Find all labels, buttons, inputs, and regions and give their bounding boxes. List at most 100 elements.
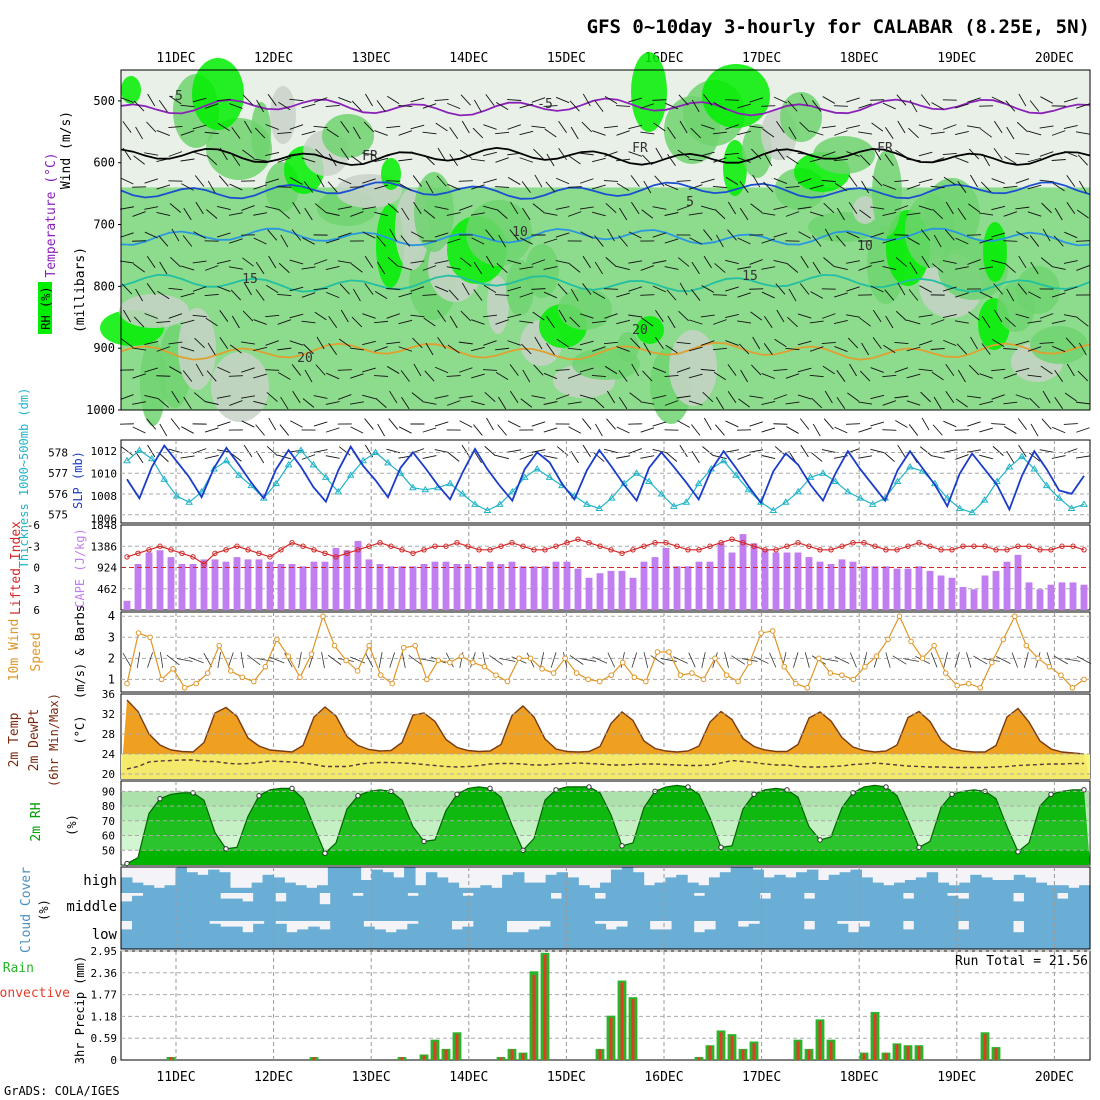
- wind-barb: [531, 449, 546, 453]
- cloud-middle-bar: [550, 898, 563, 921]
- wind-barb: [132, 211, 146, 217]
- cape-bar: [387, 566, 395, 610]
- wind-barb: [640, 131, 655, 135]
- wind-barb: [1039, 151, 1054, 157]
- cloud-high-bar: [741, 867, 754, 893]
- thickness-axis-label: Thickness 1000~500mb (dm): [17, 388, 31, 569]
- lifted-tick-label: 0: [33, 562, 40, 575]
- cloud-low-bar: [759, 921, 772, 949]
- wind-barb: [809, 184, 824, 190]
- wind-barb: [325, 455, 340, 459]
- precip-convective-bar: [532, 975, 536, 1060]
- top-date-label: 15DEC: [547, 51, 586, 66]
- wind-barb: [604, 313, 618, 319]
- wind-barb: [993, 283, 1004, 295]
- lifted-index-point: [564, 540, 570, 546]
- wind-barb: [751, 364, 762, 376]
- isotherm-label: 15: [242, 272, 258, 287]
- wind-barb: [204, 455, 219, 459]
- wind-barb: [244, 282, 252, 296]
- wind-barb: [230, 452, 242, 462]
- wind-barb: [472, 127, 484, 139]
- thickness-point: [968, 508, 977, 516]
- wind-barb: [724, 99, 740, 101]
- cloud-high-bar: [806, 869, 819, 893]
- cloud-middle-bar: [154, 893, 166, 921]
- wind-barb: [521, 181, 531, 193]
- wind-barb: [531, 288, 546, 290]
- wind-barb: [277, 293, 292, 297]
- wind-barb: [701, 285, 715, 293]
- wind-barb: [1027, 320, 1042, 324]
- wind-barb: [543, 372, 558, 380]
- wind-barb: [180, 104, 195, 108]
- wind-barb: [871, 122, 884, 132]
- thickness-point: [384, 458, 392, 466]
- lifted-tick-label: -6: [27, 519, 40, 532]
- cloud-high-bar: [752, 869, 764, 893]
- wind-barb: [231, 153, 241, 167]
- wind-barb: [797, 206, 812, 210]
- wind-barb: [930, 455, 945, 459]
- thickness-point: [1017, 452, 1026, 460]
- wind-barb: [666, 289, 677, 301]
- thickness-point: [1042, 481, 1051, 489]
- cloud-middle-bar: [847, 893, 860, 921]
- wind-barb: [1016, 231, 1029, 239]
- wind-barb: [386, 341, 401, 345]
- cape-bar: [442, 561, 450, 610]
- wind-barb: [471, 184, 485, 190]
- isotherm-line: [120, 273, 1091, 293]
- thickness-tick-label: 575: [48, 509, 68, 522]
- cloud-middle-bar: [1045, 893, 1058, 921]
- wind-barb: [531, 125, 546, 129]
- wind-barb: [1015, 206, 1030, 210]
- wind-barb: [132, 401, 147, 405]
- wind-barb: [991, 205, 1006, 211]
- precip-convective-bar: [708, 1045, 712, 1060]
- cloud-middle-bar: [737, 893, 750, 921]
- wind-barb: [546, 153, 555, 167]
- wind-barb: [156, 184, 171, 190]
- wind-barb: [1042, 390, 1051, 404]
- wind-barb: [1040, 96, 1053, 104]
- wind-barb: [652, 232, 667, 238]
- thickness-point: [657, 489, 666, 497]
- wind-barb: [761, 427, 776, 433]
- cloud-middle-bar: [1067, 893, 1080, 921]
- lifted-index-point: [498, 543, 504, 549]
- cloud-low-bar: [935, 921, 948, 949]
- thickness-point: [819, 469, 827, 476]
- wind-barb: [483, 124, 497, 130]
- wind-barb: [133, 263, 146, 273]
- cloud-high-bar: [306, 887, 318, 893]
- wind-barb: [168, 126, 183, 128]
- wind-barb: [678, 310, 689, 322]
- cloud-high-bar: [894, 882, 906, 893]
- wind-barb: [870, 367, 884, 373]
- wind-barb: [592, 184, 606, 190]
- wind-barb: [570, 126, 579, 140]
- wind-speed-point: [1058, 672, 1064, 678]
- wind-barb: [484, 391, 496, 403]
- wind-barb: [374, 211, 389, 217]
- cape-bar: [794, 552, 802, 610]
- cape-bar: [651, 557, 659, 610]
- wind-barb: [859, 209, 871, 219]
- wind-barb: [679, 120, 688, 134]
- wind-barb: [846, 124, 860, 130]
- cloud-high-bar: [131, 882, 144, 893]
- cloud-middle-bar: [748, 893, 761, 921]
- wind-barb: [991, 338, 1005, 348]
- wind-barb: [897, 120, 906, 134]
- cloud-middle-bar: [242, 901, 254, 921]
- bottom-date-label: 19DEC: [937, 1070, 976, 1085]
- cloud-low-bar: [176, 921, 188, 949]
- wind-barb: [422, 427, 437, 433]
- cape-bar: [937, 575, 945, 610]
- wind-barb: [195, 363, 204, 377]
- wind-barb: [761, 373, 775, 379]
- lifted-index-point: [718, 540, 724, 546]
- wind-barb: [413, 201, 422, 215]
- wind-barb: [919, 285, 932, 293]
